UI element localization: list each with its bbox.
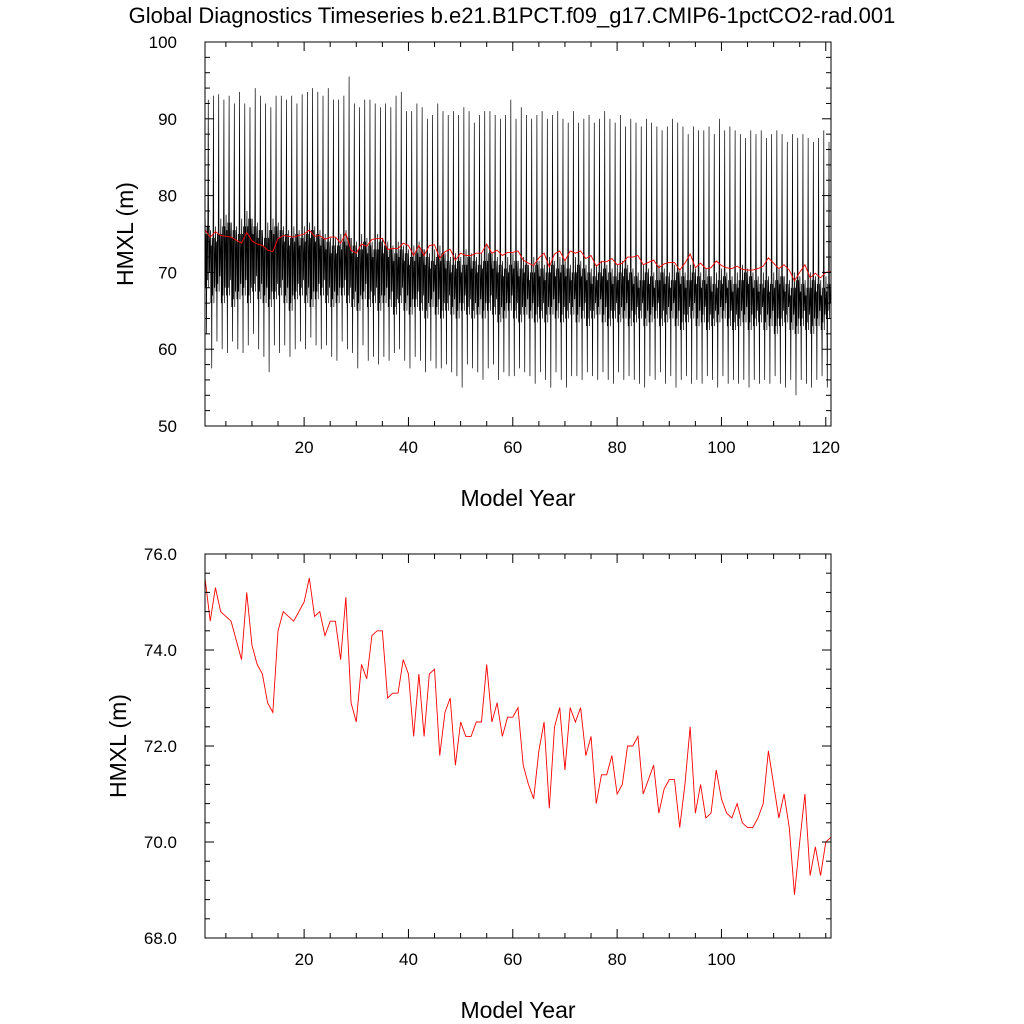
bottom-x-tick-label: 40	[399, 950, 418, 969]
bottom-x-tick-label: 60	[503, 950, 522, 969]
top-y-tick-label: 70	[158, 263, 177, 282]
top-x-tick-label: 20	[295, 438, 314, 457]
top-x-tick-label: 60	[503, 438, 522, 457]
bottom-y-tick-label: 70.0	[144, 833, 177, 852]
top-series-1-line	[204, 229, 832, 282]
bottom-x-tick-label: 20	[295, 950, 314, 969]
bottom-y-tick-label: 68.0	[144, 929, 177, 948]
top-y-axis-title: HMXL (m)	[112, 182, 138, 286]
bottom-series-0-line	[204, 577, 832, 895]
top-panel: 20 40 60 80 100 120 50 60 70 80 90 100 Model Year H…	[112, 33, 840, 511]
bottom-y-axis-title: HMXL (m)	[105, 694, 131, 798]
bottom-y-tick-label: 76.0	[144, 545, 177, 564]
top-y-tick-label: 50	[158, 417, 177, 436]
bottom-y-tick-label: 74.0	[144, 641, 177, 660]
bottom-series-layer	[204, 577, 832, 895]
bottom-x-axis-title: Model Year	[460, 997, 575, 1023]
top-y-tick-label: 60	[158, 340, 177, 359]
bottom-panel: 20 40 60 80 100 68.0 70.0 72.0 74.0 76.0 Model Ye…	[105, 545, 832, 1023]
top-y-tick-label: 80	[158, 187, 177, 206]
top-x-tick-label: 100	[707, 438, 735, 457]
top-labels-layer: 20 40 60 80 100 120 50 60 70 80 90 100	[149, 33, 840, 457]
bottom-x-tick-label: 80	[608, 950, 627, 969]
top-series-0-line	[204, 76, 832, 396]
top-x-tick-label: 40	[399, 438, 418, 457]
bottom-plot-frame	[204, 553, 832, 939]
bottom-x-tick-label: 100	[707, 950, 735, 969]
top-y-tick-label: 100	[149, 33, 177, 52]
top-x-tick-label: 80	[608, 438, 627, 457]
top-plot-frame	[204, 41, 832, 427]
top-x-tick-label: 120	[812, 438, 840, 457]
top-y-tick-label: 90	[158, 110, 177, 129]
bottom-y-tick-label: 72.0	[144, 737, 177, 756]
top-series-layer	[204, 76, 832, 396]
bottom-labels-layer: 20 40 60 80 100 68.0 70.0 72.0 74.0 76.0	[144, 545, 736, 969]
top-x-axis-title: Model Year	[460, 485, 575, 511]
chart-title: Global Diagnostics Timeseries b.e21.B1PC…	[128, 3, 896, 28]
